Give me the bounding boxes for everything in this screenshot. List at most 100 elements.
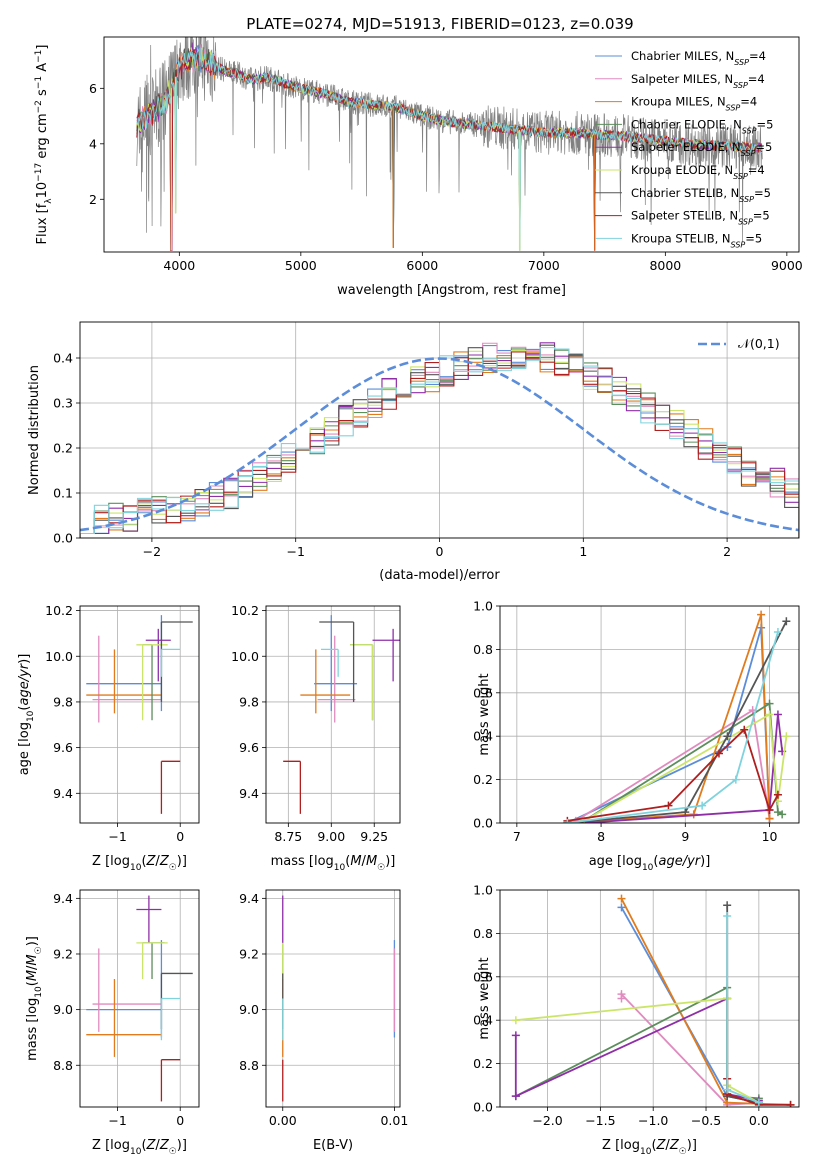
legend-name: Chabrier MILES, N xyxy=(631,49,734,63)
weight-line-krou_stelib xyxy=(567,631,779,823)
legend-sub: SSP xyxy=(733,80,748,89)
label-part: age/yr xyxy=(17,662,32,705)
axes-weight_vs_age: 7 8 9 10 0.0 0.2 0.4 0.6 0.8 1.0 xyxy=(473,599,800,844)
label-part: −17 xyxy=(34,163,44,182)
weight-marker xyxy=(723,732,732,741)
legend-label: Chabrier MILES, NSSP=4 xyxy=(631,49,766,67)
x-tick-label: 10 xyxy=(762,829,778,844)
legend-n: =5 xyxy=(753,209,770,223)
grid xyxy=(266,606,400,823)
x-tick-label: 8 xyxy=(597,829,605,844)
errorbar-krou_elodie xyxy=(136,942,168,980)
label-part: M xyxy=(350,854,361,869)
errorbar-chab_miles xyxy=(86,940,163,1038)
weight-marker xyxy=(782,617,791,626)
y-tick-label: 0.2 xyxy=(473,1056,493,1071)
label-part: )] xyxy=(177,854,187,869)
label-part: )] xyxy=(25,936,40,946)
y-tick-label: 1.0 xyxy=(473,599,493,614)
data-layer xyxy=(282,895,396,1102)
y-tick-label: 8.8 xyxy=(239,1058,259,1073)
label-part: Z xyxy=(146,1138,157,1153)
x-tick-label: 4000 xyxy=(163,258,195,273)
weight-marker xyxy=(731,775,740,784)
grid xyxy=(266,890,400,1107)
weight-marker xyxy=(511,1092,520,1101)
errorbar-krou_stelib xyxy=(160,648,181,677)
label-part: −1 xyxy=(34,76,44,89)
x-axis-label: age [log10(age/yr)] xyxy=(589,854,711,873)
legend-label: Chabrier ELODIE, NSSP=5 xyxy=(631,117,773,135)
weight-marker xyxy=(765,805,774,814)
weight-marker xyxy=(617,894,626,903)
axes-frame xyxy=(265,605,401,824)
y-tick-label: 9.0 xyxy=(239,1002,259,1017)
weight-marker xyxy=(740,725,749,734)
label-part: mass [log xyxy=(25,998,40,1061)
errorbar-krou_elodie xyxy=(136,644,168,721)
label-part: ☉ xyxy=(169,1147,177,1157)
weight-marker xyxy=(773,790,782,799)
y-tick-label: 4 xyxy=(89,136,97,151)
y-tick-label: 0.1 xyxy=(53,486,73,501)
y-axis-label: Normed distribution xyxy=(27,365,42,495)
label-part: M xyxy=(366,854,377,869)
label-part: Z xyxy=(159,854,170,869)
axes-frame xyxy=(79,605,200,824)
normal-curve xyxy=(80,357,799,532)
legend-n: =5 xyxy=(757,117,774,131)
weight-line-chab_miles xyxy=(567,627,771,823)
x-tick-label: −2.0 xyxy=(532,1113,562,1128)
plot-area xyxy=(266,606,400,823)
x-tick-label: 9.25 xyxy=(360,829,388,844)
y-tick-label: 9.4 xyxy=(53,786,73,801)
y-tick-label: 2 xyxy=(89,192,97,207)
legend-label: Kroupa STELIB, NSSP=5 xyxy=(631,231,762,249)
label-part: (data-model)/error xyxy=(379,568,500,583)
errorbar-chab_stelib xyxy=(319,621,355,702)
weight-line-chab_elodie xyxy=(515,986,759,1100)
y-tick-label: 6 xyxy=(89,81,97,96)
legend-n: =5 xyxy=(745,231,762,245)
errorbar-salp_elodie xyxy=(145,628,171,682)
y-tick-label: 0.2 xyxy=(473,772,493,787)
label-part: age [log xyxy=(589,854,642,869)
weight-line-krou_elodie xyxy=(583,713,788,822)
label-part: )] xyxy=(177,1138,187,1153)
label-part: Flux [f xyxy=(35,203,50,244)
label-part: ☉ xyxy=(377,863,385,873)
weight-line-salp_miles xyxy=(620,991,759,1106)
legend-sub: SSP xyxy=(734,58,749,67)
weight-marker xyxy=(723,901,732,910)
axes-frame xyxy=(103,36,800,253)
legend-label: Salpeter ELODIE, NSSP=5 xyxy=(631,140,772,158)
legend-n: =4 xyxy=(748,72,765,86)
weight-marker xyxy=(617,990,626,999)
weight-line-chab_stelib xyxy=(567,620,788,823)
axes-frame xyxy=(265,889,401,1108)
label-part: Normed distribution xyxy=(27,365,42,495)
label-part: mass weight xyxy=(477,673,492,755)
errorbar-salp_elodie xyxy=(136,895,162,943)
weight-marker xyxy=(782,732,791,741)
legend-sub: SSP xyxy=(742,126,757,135)
x-tick-label: 8.75 xyxy=(274,829,302,844)
errorbar-krou_miles xyxy=(86,979,162,1057)
label-part: )] xyxy=(687,1138,697,1153)
grid xyxy=(80,890,199,1107)
y-tick-label: 0.0 xyxy=(473,1100,493,1115)
y-tick-label: 10.0 xyxy=(45,649,73,664)
x-axis-label: (data-model)/error xyxy=(379,568,500,583)
errorbar-chab_miles xyxy=(314,615,358,712)
errorbar-chab_stelib xyxy=(160,972,193,1030)
x-tick-label: 5000 xyxy=(285,258,317,273)
axes-weight_vs_z: −2.0 −1.5 −1.0 −0.5 0.0 0.0 0.2 0.4 0.6 0.8 1.0 xyxy=(473,883,800,1128)
y-tick-label: 0.4 xyxy=(473,729,493,744)
x-tick-label: 0 xyxy=(436,544,444,559)
x-axis-label: Z [log10(Z/Z☉)] xyxy=(92,854,187,873)
errorbar-krou_stelib xyxy=(160,997,181,1041)
errorbar-salp_miles xyxy=(92,635,162,723)
label-part: Z [log xyxy=(92,1138,130,1153)
y-tick-label: 9.4 xyxy=(239,786,259,801)
